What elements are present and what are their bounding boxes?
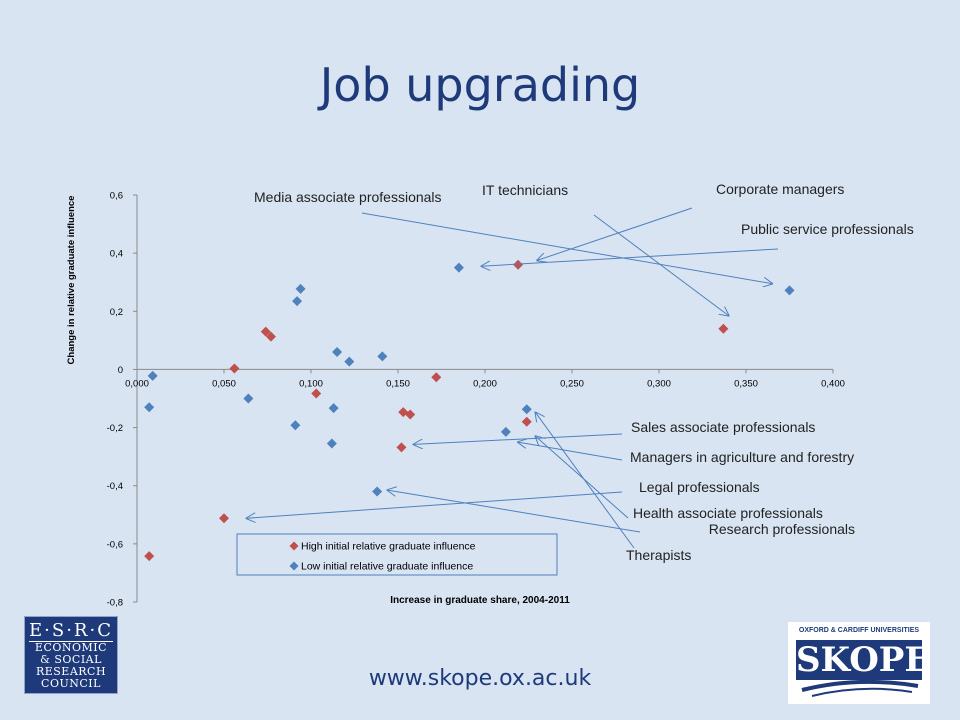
chart-annotations: Media associate professionals IT technici… (247, 181, 914, 563)
annotation-label: Sales associate professionals (631, 419, 815, 435)
esrc-logo: E·S·R·C ECONOMIC & SOCIAL RESEARCH COUNC… (24, 616, 118, 694)
high-influence-point (311, 388, 322, 399)
annotation-arrow (482, 248, 779, 266)
low-influence-point (243, 393, 254, 404)
y-tick-label: -0,4 (107, 481, 123, 492)
annotation-label: Corporate managers (716, 181, 844, 197)
low-influence-point (377, 351, 388, 362)
annotation-arrow (593, 214, 729, 316)
high-influence-point (431, 372, 442, 383)
annotation-arrow (537, 207, 693, 260)
high-influence-point (265, 331, 276, 342)
annotation-arrow (535, 412, 635, 549)
x-tick-label: 0,150 (386, 378, 410, 389)
skope-logo: OXFORD & CARDIFF UNIVERSITIES SKOPE (788, 622, 930, 704)
y-tick-label: -0,2 (107, 423, 123, 434)
annotation-label: Research professionals (709, 521, 855, 537)
y-tick-label: -0,6 (107, 539, 123, 550)
esrc-logo-line: E·S·R·C (29, 619, 113, 642)
high-influence-point (229, 363, 240, 374)
low-influence-point (144, 402, 155, 413)
annotation-label: Health associate professionals (633, 505, 823, 521)
skope-swoosh-icon (801, 679, 919, 697)
high-influence-point (260, 326, 271, 337)
y-tick-label: 0 (118, 365, 123, 376)
high-influence-point (718, 323, 729, 334)
low-influence-point (328, 403, 339, 414)
skope-logo-word: SKOPE (796, 640, 931, 680)
chart-marks (144, 259, 795, 562)
annotation-arrow (247, 491, 623, 518)
low-influence-point (295, 283, 306, 294)
low-influence-point (147, 370, 158, 381)
high-influence-point (521, 416, 532, 427)
y-axis-label: Change in relative graduate influence (66, 196, 77, 365)
legend-marker (289, 541, 299, 551)
chart-legend: High initial relative graduate influence… (236, 533, 558, 576)
y-tick-label: 0,4 (110, 249, 123, 260)
x-tick-label: 0,200 (473, 378, 497, 389)
low-influence-point (372, 486, 383, 497)
x-tick-label: 0,400 (821, 378, 845, 389)
x-tick-label: 0,300 (647, 378, 671, 389)
y-tick-label: 0,6 (110, 191, 123, 202)
x-tick-label: 0,050 (212, 378, 236, 389)
y-tick-label: -0,8 (107, 598, 123, 609)
low-influence-point (521, 404, 532, 415)
low-influence-point (344, 356, 355, 367)
annotation-arrow (518, 442, 623, 461)
low-influence-point (784, 285, 795, 296)
chart-axes: 0,000 0,050 0,100 0,150 0,200 0,250 0,300 0,350… (66, 191, 845, 609)
esrc-logo-line: ECONOMIC (34, 640, 108, 654)
annotation-label: IT technicians (482, 182, 568, 198)
low-influence-point (292, 296, 303, 307)
x-axis-label: Increase in graduate share, 2004-2011 (390, 595, 570, 606)
legend-label: High initial relative graduate influence (301, 541, 476, 553)
high-influence-point (396, 442, 407, 453)
high-influence-point (405, 409, 416, 420)
low-influence-point (326, 438, 337, 449)
annotation-arrow (535, 436, 629, 519)
high-influence-point (219, 513, 229, 524)
low-influence-point (453, 262, 464, 273)
low-influence-point (332, 346, 343, 357)
legend-marker (289, 561, 299, 571)
annotation-label: Public service professionals (741, 221, 914, 237)
annotation-arrow (414, 433, 623, 444)
legend-box (236, 533, 558, 576)
low-influence-point (500, 426, 511, 437)
skope-logo-universities: OXFORD & CARDIFF UNIVERSITIES (798, 627, 920, 634)
annotation-arrow (388, 490, 641, 533)
high-influence-point (513, 259, 524, 270)
esrc-logo-line: RESEARCH (35, 664, 107, 678)
x-tick-label: 0,350 (734, 378, 758, 389)
x-tick-label: 0,250 (560, 378, 584, 389)
website-url[interactable]: www.skope.ox.ac.uk (368, 666, 592, 691)
x-tick-label: 0,000 (125, 378, 149, 389)
legend-label: Low initial relative graduate influence (301, 561, 473, 573)
x-tick-label: 0,100 (299, 378, 323, 389)
esrc-logo-line: & SOCIAL (40, 652, 102, 666)
annotation-label: Legal professionals (639, 479, 760, 495)
annotation-label: Media associate professionals (254, 189, 442, 205)
page-title: Job upgrading (319, 58, 641, 112)
annotation-arrow (361, 212, 772, 284)
y-tick-label: 0,2 (110, 307, 123, 318)
esrc-logo-line: COUNCIL (41, 676, 101, 690)
annotation-label: Therapists (626, 547, 691, 563)
low-influence-point (290, 420, 301, 431)
annotation-label: Managers in agriculture and forestry (630, 449, 854, 465)
high-influence-point (144, 551, 155, 562)
